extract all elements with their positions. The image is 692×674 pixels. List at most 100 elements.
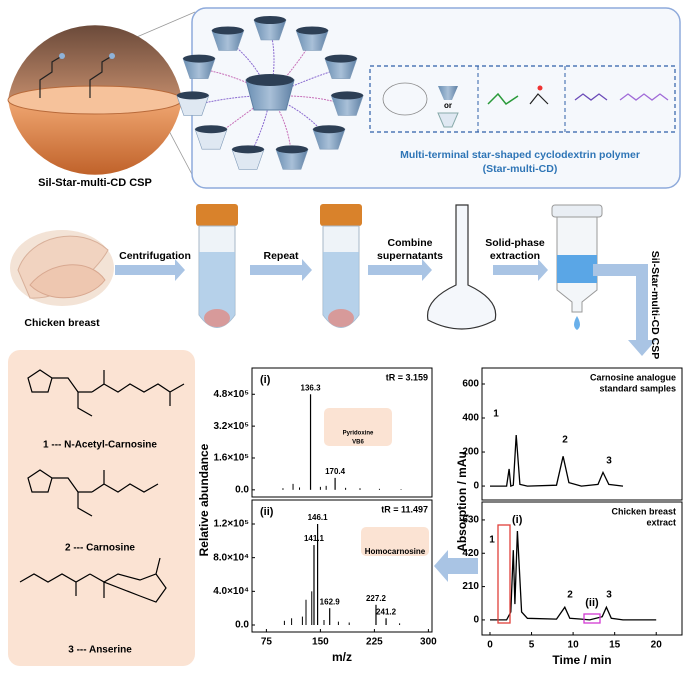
- step-label: Repeat: [263, 250, 299, 262]
- y-tick-label: 630: [462, 515, 479, 526]
- arm: [269, 95, 348, 106]
- cd-rim: [331, 91, 364, 100]
- plot-frame: [251, 367, 433, 498]
- step-label: Combine: [388, 237, 433, 249]
- legend-icons: [382, 82, 669, 128]
- x-tick-label: 75: [261, 637, 273, 648]
- trace: [490, 530, 657, 621]
- y-tick-label: 0.0: [235, 484, 249, 495]
- tube-cap: [196, 204, 238, 226]
- peak-label: 241.2: [376, 607, 397, 616]
- polymer-caption: Multi-terminal star-shaped cyclodextrin …: [400, 149, 640, 161]
- step-label: Centrifugation: [119, 250, 191, 262]
- inset-label: Pyridoxine: [343, 431, 374, 437]
- inset-label: Homocarnosine: [365, 547, 426, 556]
- sorbent: [557, 255, 597, 283]
- plot-frame: [481, 501, 683, 636]
- flow-arrow: [493, 259, 548, 281]
- tube-pellet: [328, 309, 354, 327]
- chicken: [10, 230, 114, 306]
- y-tick-label: 200: [462, 447, 479, 458]
- flow-arrow: [368, 259, 432, 281]
- peak-number: 3: [606, 590, 612, 601]
- charts: 0.0 1.6×10⁵ 3.2×10⁵ 4.8×10⁵ Relative abundan…: [197, 367, 683, 667]
- region-label: (i): [512, 514, 523, 526]
- panel-label: (ii): [260, 506, 274, 518]
- peak-label: 136.3: [301, 383, 322, 392]
- inset: [361, 527, 429, 556]
- tube-pellet: [204, 309, 230, 327]
- y-tick-label: 400: [462, 413, 479, 424]
- tube-cap: [320, 204, 362, 226]
- cartridge-top: [551, 204, 603, 218]
- peak-number: 1: [489, 535, 495, 546]
- structures: [19, 369, 185, 603]
- flow-arrow: [593, 264, 656, 356]
- step-label: supernatants: [377, 250, 443, 262]
- x-axis-label: m/z: [332, 650, 352, 664]
- region-label: (ii): [585, 597, 599, 609]
- retention-label: tR = 3.159: [386, 372, 428, 382]
- chart-title: Carnosine analogue: [590, 372, 676, 382]
- retention-label: tR = 11.497: [381, 504, 428, 514]
- drop: [574, 316, 580, 330]
- chart-title: standard samples: [599, 383, 676, 393]
- inset-label: VB6: [352, 440, 364, 446]
- flow-arrow: [115, 259, 185, 281]
- trace: [490, 434, 624, 487]
- peak-label: 227.2: [366, 594, 387, 603]
- cd-rim: [312, 125, 345, 134]
- flask: [426, 204, 497, 330]
- flow-arrow: [250, 259, 312, 281]
- cd-rim: [324, 54, 357, 63]
- peak-label: 141.1: [304, 534, 325, 543]
- analyte-name: 3 --- Anserine: [68, 645, 132, 656]
- csp-label: Sil-Star-multi-CD CSP: [38, 177, 152, 189]
- y-tick-label: 420: [462, 548, 479, 559]
- peak-number: 2: [567, 590, 573, 601]
- region-box: [497, 524, 511, 624]
- polymer-caption: (Star-multi-CD): [483, 163, 558, 175]
- y-tick-label: 1.2×10⁵: [213, 519, 249, 530]
- region-box: [583, 613, 601, 624]
- column-label: Sil-Star-multi-CD CSP: [649, 251, 661, 360]
- y-tick-label: 0: [473, 615, 479, 626]
- legend-box: [369, 65, 676, 133]
- step-label: extraction: [490, 250, 540, 262]
- core-rim: [246, 74, 294, 86]
- x-tick-label: 5: [529, 640, 535, 651]
- x-axis-label: Time / min: [552, 653, 611, 667]
- peak-number: 2: [562, 435, 568, 446]
- step-label: Solid-phase: [485, 237, 545, 249]
- peak-label: 146.1: [308, 513, 329, 522]
- particle: [7, 11, 196, 181]
- x-tick-label: 225: [366, 637, 383, 648]
- peak-label: 162.9: [320, 597, 341, 606]
- sample-label: Chicken breast: [24, 317, 100, 329]
- legend-or: or: [444, 101, 452, 110]
- link-arrow: [434, 550, 478, 582]
- y-tick-label: 210: [462, 581, 479, 592]
- x-tick-label: 0: [487, 640, 493, 651]
- y-tick-label: 3.2×10⁵: [213, 421, 249, 432]
- cd-rim: [254, 16, 286, 24]
- x-tick-label: 10: [568, 640, 580, 651]
- y-tick-label: 0.0: [235, 620, 249, 631]
- cd-rim: [232, 145, 265, 154]
- y-tick-label: 600: [462, 379, 479, 390]
- cd-rim: [211, 26, 244, 35]
- chart-title: extract: [646, 517, 676, 527]
- y-tick-label: 1.6×10⁵: [213, 453, 249, 464]
- peak-number: 3: [606, 456, 612, 467]
- peak-label: 170.4: [325, 467, 346, 476]
- y-tick-label: 4.8×10⁵: [213, 389, 249, 400]
- peak-number: 1: [493, 409, 499, 420]
- cd-rim: [296, 26, 329, 35]
- y-tick-label: 8.0×10⁴: [213, 552, 249, 563]
- inset: [324, 408, 392, 446]
- x-tick-label: 300: [420, 637, 437, 648]
- y-axis-label: Relative abundance: [197, 443, 211, 556]
- cd-rim: [183, 54, 216, 63]
- plot-frame: [481, 367, 683, 501]
